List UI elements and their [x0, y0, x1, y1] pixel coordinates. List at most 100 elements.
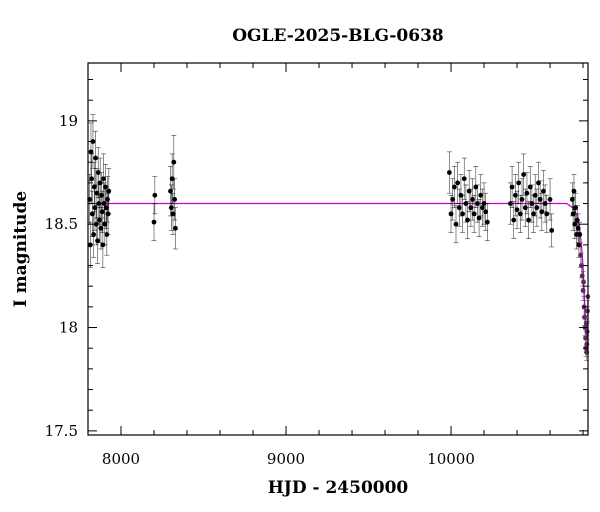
data-point-67: [514, 207, 520, 213]
data-point-94: [574, 217, 580, 223]
data-point-73: [524, 190, 530, 196]
data-point-27: [105, 197, 110, 202]
data-point-58: [478, 192, 484, 198]
data-point-4: [89, 211, 95, 217]
data-point-47: [460, 211, 465, 217]
data-point-53: [470, 197, 475, 202]
data-point-17: [98, 225, 104, 231]
data-layer: [87, 114, 591, 361]
data-point-52: [468, 205, 474, 211]
data-point-104: [582, 314, 587, 320]
x-tick-label-1: 9000: [267, 450, 305, 468]
data-point-62: [484, 219, 490, 225]
data-point-92: [573, 205, 579, 211]
data-point-19: [99, 209, 105, 215]
data-point-64: [509, 184, 515, 190]
data-point-65: [511, 217, 517, 223]
data-point-11: [94, 190, 100, 196]
data-point-77: [531, 211, 536, 217]
y-tick-label-0: 17.5: [45, 422, 78, 440]
data-point-45: [456, 205, 462, 211]
data-point-15: [97, 217, 102, 223]
data-point-69: [517, 211, 523, 217]
data-point-2: [88, 149, 94, 155]
data-point-61: [483, 209, 489, 215]
data-point-37: [172, 197, 178, 202]
data-point-89: [570, 211, 576, 217]
data-point-25: [103, 205, 109, 211]
data-point-59: [479, 205, 485, 211]
data-point-55: [473, 184, 479, 190]
data-point-49: [463, 201, 469, 206]
data-point-90: [571, 188, 577, 194]
data-point-32: [168, 188, 173, 194]
data-point-14: [96, 201, 102, 206]
data-point-36: [171, 159, 177, 165]
data-point-30: [151, 219, 157, 225]
data-point-38: [173, 225, 178, 231]
x-tick-label-0: 8000: [102, 450, 140, 468]
data-point-71: [521, 172, 527, 178]
data-point-9: [93, 155, 98, 161]
y-tick-label-1: 18: [59, 319, 78, 337]
data-point-102: [581, 279, 586, 285]
data-point-12: [95, 238, 100, 244]
y-axis-label: I magnitude: [11, 191, 31, 308]
model-layer: [88, 202, 589, 339]
data-point-3: [89, 176, 95, 182]
model-curve: [88, 202, 589, 339]
data-point-84: [542, 201, 548, 206]
data-point-18: [99, 192, 104, 198]
data-point-13: [95, 170, 101, 175]
data-point-21: [101, 176, 106, 182]
data-point-101: [580, 287, 586, 293]
x-axis-label: HJD - 2450000: [268, 478, 409, 498]
data-point-76: [529, 201, 535, 206]
data-point-60: [481, 201, 487, 206]
plot-frame: [87, 62, 589, 436]
data-point-39: [446, 170, 452, 175]
data-point-44: [455, 180, 461, 186]
data-point-40: [448, 211, 454, 217]
data-point-85: [544, 211, 550, 217]
data-point-43: [453, 221, 459, 227]
data-point-51: [466, 188, 472, 194]
axis-ticks: 8000 9000 10000 17.5 18 18.5 19: [45, 63, 588, 468]
data-point-50: [465, 217, 470, 223]
data-point-31: [152, 192, 158, 198]
y-tick-label-3: 19: [59, 112, 78, 130]
data-point-66: [512, 192, 518, 198]
data-point-75: [527, 184, 533, 190]
data-point-41: [450, 197, 456, 202]
data-point-29: [106, 188, 112, 194]
data-point-78: [532, 192, 538, 198]
data-point-68: [516, 180, 522, 186]
data-point-8: [92, 205, 98, 211]
data-point-56: [475, 201, 480, 206]
data-point-7: [91, 184, 97, 190]
data-point-96: [576, 242, 582, 248]
data-point-80: [536, 180, 541, 186]
data-point-111: [584, 329, 590, 335]
data-point-23: [102, 221, 108, 227]
data-point-97: [577, 232, 583, 237]
data-point-57: [476, 215, 482, 221]
data-point-86: [547, 197, 553, 202]
data-point-74: [526, 217, 531, 223]
data-point-88: [569, 197, 575, 202]
chart-title: OGLE-2025-BLG-0638: [232, 26, 444, 46]
data-point-48: [461, 176, 467, 182]
data-point-54: [471, 211, 477, 217]
data-point-98: [578, 252, 583, 258]
data-point-72: [522, 205, 528, 211]
data-point-42: [451, 184, 457, 190]
data-point-63: [508, 201, 513, 206]
x-tick-label-2: 10000: [427, 450, 475, 468]
data-point-95: [575, 225, 581, 231]
data-point-81: [537, 197, 543, 202]
data-point-6: [91, 232, 97, 237]
data-point-79: [534, 205, 540, 211]
data-point-83: [541, 188, 546, 194]
data-point-91: [572, 221, 578, 227]
